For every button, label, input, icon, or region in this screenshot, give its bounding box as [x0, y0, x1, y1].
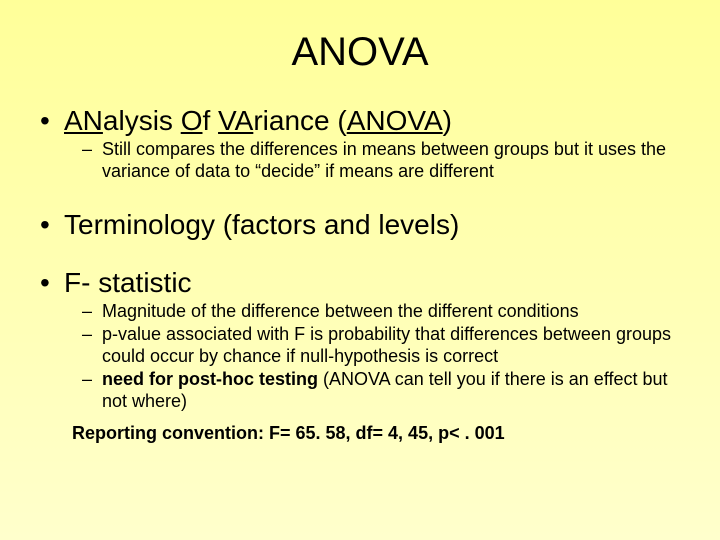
subbullet-posthoc: need for post-hoc testing (ANOVA can tel… — [82, 369, 690, 413]
underline-anova: ANOVA — [347, 105, 443, 136]
text-alysis: alysis — [103, 105, 181, 136]
subbullet-compares: Still compares the differences in means … — [82, 139, 690, 183]
slide-title: ANOVA — [30, 30, 690, 75]
underline-o: O — [181, 105, 203, 136]
underline-va: VA — [218, 105, 253, 136]
sublist-1: Still compares the differences in means … — [82, 139, 690, 183]
text-f: f — [202, 105, 218, 136]
reporting-convention: Reporting convention: F= 65. 58, df= 4, … — [72, 423, 690, 444]
bullet-analysis-variance: ANalysis Of VAriance (ANOVA) — [40, 105, 690, 137]
bold-posthoc: need for post-hoc testing — [102, 369, 323, 389]
text-paren: ) — [443, 105, 452, 136]
text-riance: riance ( — [253, 105, 346, 136]
bullet-terminology: Terminology (factors and levels) — [40, 209, 690, 241]
sublist-3: Magnitude of the difference between the … — [82, 301, 690, 413]
bullet-f-statistic: F- statistic — [40, 267, 690, 299]
underline-an: AN — [64, 105, 103, 136]
subbullet-magnitude: Magnitude of the difference between the … — [82, 301, 690, 323]
subbullet-pvalue: p-value associated with F is probability… — [82, 324, 690, 368]
